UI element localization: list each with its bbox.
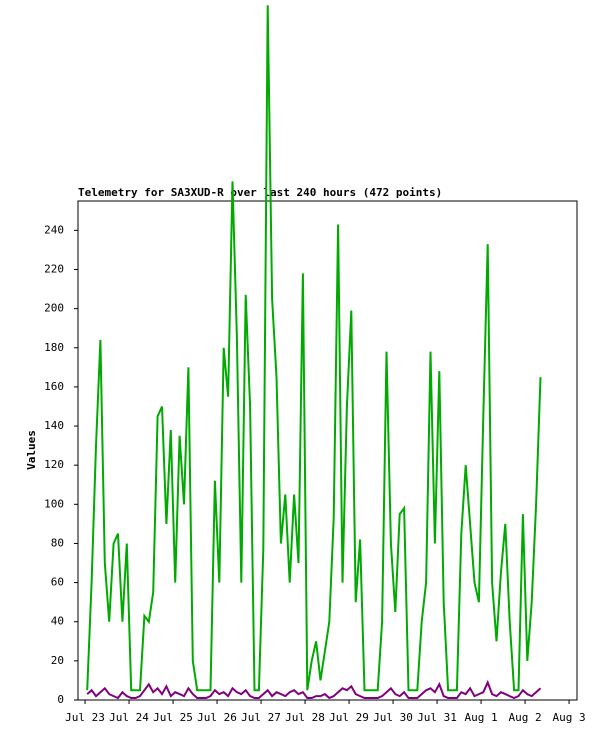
y-tick-label: 220 xyxy=(44,262,64,275)
x-tick-label: Jul 29 xyxy=(329,711,369,724)
x-tick-label: Jul 23 xyxy=(65,711,105,724)
y-tick-label: 200 xyxy=(44,302,64,315)
x-tick-label: Jul 30 xyxy=(373,711,413,724)
y-tick-label: 60 xyxy=(51,576,64,589)
y-tick-label: 0 xyxy=(57,693,64,706)
y-tick-label: 20 xyxy=(51,654,64,667)
x-tick-label: Aug 3 xyxy=(553,711,586,724)
y-tick-label: 140 xyxy=(44,419,64,432)
x-tick-label: Jul 28 xyxy=(285,711,325,724)
y-tick-label: 120 xyxy=(44,458,64,471)
y-tick-label: 80 xyxy=(51,536,64,549)
x-tick-label: Jul 25 xyxy=(153,711,193,724)
series-line xyxy=(86,679,542,700)
y-tick-label: 40 xyxy=(51,615,64,628)
chart-title: Telemetry for SA3XUD-R over last 240 hou… xyxy=(78,186,442,199)
x-tick-label: Aug 2 xyxy=(509,711,542,724)
series-line xyxy=(86,5,542,692)
x-tick-label: Aug 1 xyxy=(465,711,498,724)
y-tick-label: 180 xyxy=(44,341,64,354)
x-tick-label: Jul 24 xyxy=(109,711,149,724)
y-axis-label: Values xyxy=(25,430,38,470)
x-tick-label: Jul 31 xyxy=(417,711,457,724)
y-tick-label: 160 xyxy=(44,380,64,393)
y-tick-label: 100 xyxy=(44,497,64,510)
x-tick-label: Jul 26 xyxy=(197,711,237,724)
x-tick-label: Jul 27 xyxy=(241,711,281,724)
y-tick-label: 240 xyxy=(44,223,64,236)
plot-frame xyxy=(77,200,578,701)
